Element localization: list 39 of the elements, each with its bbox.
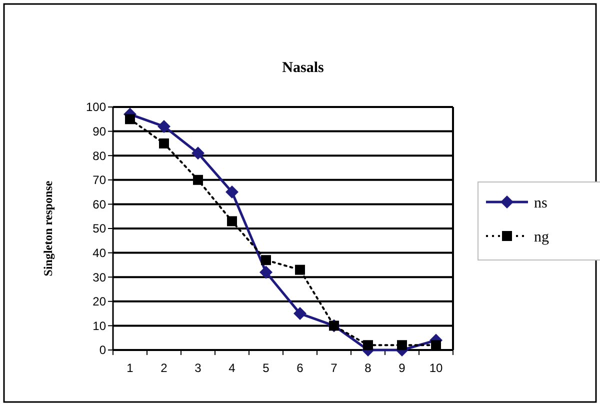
y-tick-label: 70	[92, 173, 106, 188]
point	[227, 216, 237, 226]
y-tick-label: 20	[92, 294, 106, 309]
x-tick-label: 7	[330, 361, 338, 375]
x-tick-label: 3	[194, 361, 202, 375]
point	[294, 307, 306, 320]
y-tick-label: 60	[92, 197, 106, 212]
y-tick-label: 40	[92, 246, 106, 260]
x-tick-label: 6	[296, 361, 304, 375]
point	[261, 255, 271, 266]
point	[397, 340, 407, 350]
point	[431, 340, 441, 350]
x-tick-label: 5	[262, 361, 270, 375]
legend-label: ns	[534, 195, 548, 212]
x-tick-label: 2	[160, 361, 168, 375]
x-tick-label: 10	[429, 361, 443, 375]
x-tick-label: 9	[398, 361, 406, 375]
point	[158, 120, 170, 133]
point	[159, 138, 169, 148]
point	[192, 146, 204, 160]
point	[193, 174, 203, 185]
y-tick-label: 80	[92, 148, 106, 163]
y-tick-label: 90	[92, 124, 106, 138]
point	[125, 114, 135, 124]
x-tick-label: 1	[126, 361, 134, 375]
point	[260, 266, 272, 279]
y-tick-label: 0	[99, 343, 106, 358]
y-tick-label: 50	[92, 222, 106, 236]
point	[226, 186, 238, 199]
y-axis-title: Singleton response	[41, 180, 55, 276]
y-tick-label: 30	[92, 270, 106, 284]
legend-label: ng	[534, 229, 550, 246]
y-tick-label: 10	[92, 318, 106, 333]
y-tick-label: 100	[86, 100, 106, 114]
chart-title: Nasals	[282, 60, 324, 76]
point	[363, 340, 373, 350]
x-tick-label: 8	[364, 361, 372, 375]
x-tick-label: 4	[228, 361, 236, 375]
point	[295, 264, 305, 275]
